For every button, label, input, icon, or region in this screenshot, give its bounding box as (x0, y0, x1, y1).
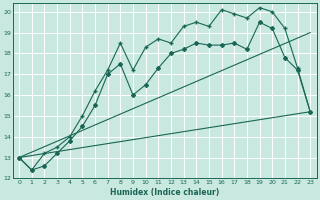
X-axis label: Humidex (Indice chaleur): Humidex (Indice chaleur) (110, 188, 219, 197)
